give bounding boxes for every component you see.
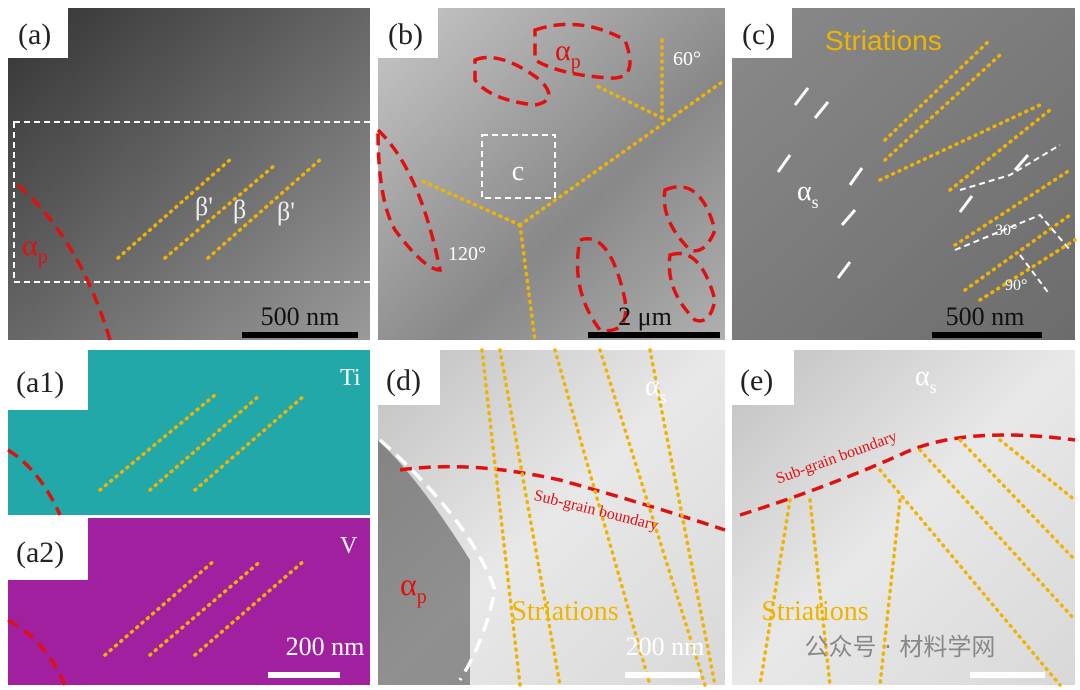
label-box [732,350,794,405]
phase-label: αp [400,566,427,608]
subscript: s [660,387,667,407]
angle-label: 60° [673,48,701,70]
panel-label: (c) [742,18,775,51]
grain-boundary [16,183,112,341]
scale-bar [268,672,340,678]
angle-label: 90° [1005,277,1027,294]
label-box [8,350,88,410]
symbol: α [555,34,571,67]
phase-label: αp [22,229,48,268]
scale-label: 500 nm [261,302,340,331]
element-label: V [340,533,358,559]
angle-guides [954,144,1071,296]
scale-bar [932,332,1042,338]
watermark: 公众号 · 材料学网 [805,633,996,661]
arrows [776,87,1030,279]
subscript: s [812,192,819,212]
label-box [8,8,68,58]
scale-label: 200 nm [286,632,365,661]
label-box [8,518,88,580]
angle-label: 120° [448,243,486,265]
panel-label: (a1) [16,366,64,399]
dotted-lines [758,438,1077,687]
scale-label: 200 nm [626,632,705,661]
dotted-lines [103,558,307,657]
panel-label: (a2) [16,536,64,569]
grain-outlines [376,22,717,333]
panel-label: (b) [388,18,423,51]
phase-label: β' [195,192,213,221]
scale-bar [242,332,358,338]
symbol: α [645,371,660,402]
striations-label: Striations [511,596,618,627]
scale-bar [970,672,1045,678]
scale-bar [588,332,720,338]
phase-label: β' [277,197,295,226]
scale-label: 500 nm [946,302,1025,331]
panel-label: (e) [740,364,773,397]
phase-label: αs [797,176,819,212]
grain-boundary [7,448,62,516]
panel-label: (a) [18,18,51,51]
panel-label: (d) [386,364,421,397]
symbol: α [915,361,930,392]
symbol: α [797,176,812,207]
dotted-lines [878,38,1077,302]
panel-a-image [8,8,370,340]
dashed-box [481,134,556,199]
label-box [378,350,440,405]
phase-label: β [233,195,246,224]
subscript: p [571,51,581,73]
dotted-lines [480,348,717,687]
dark-grain [378,440,470,685]
grain-boundary [378,438,497,681]
phase-label: αp [555,34,581,73]
panel-c-image [732,8,1075,340]
panel-b-image [378,8,725,340]
dotted-lines [418,38,727,342]
scale-bar [625,672,700,678]
sub-grain-boundary [399,464,726,532]
phase-label: αs [645,371,667,407]
symbol: α [22,229,38,262]
label-box [732,8,792,58]
box-label: c [512,156,524,187]
dotted-lines [116,156,324,260]
angle-label: 30° [995,222,1017,239]
subscript: p [417,586,427,608]
dotted-lines [98,393,307,492]
striations-label: Striations [825,25,942,56]
dashed-box [13,121,373,283]
panel-e-image [732,350,1075,685]
subscript: s [930,377,937,397]
symbol: α [400,566,417,602]
striations-label: Striations [761,596,868,627]
scale-label: 2 μm [618,302,672,331]
grain-boundary [7,618,67,686]
phase-label: αs [915,361,937,397]
label-box [378,8,438,58]
subscript: p [38,246,48,268]
element-label: Ti [340,365,361,391]
